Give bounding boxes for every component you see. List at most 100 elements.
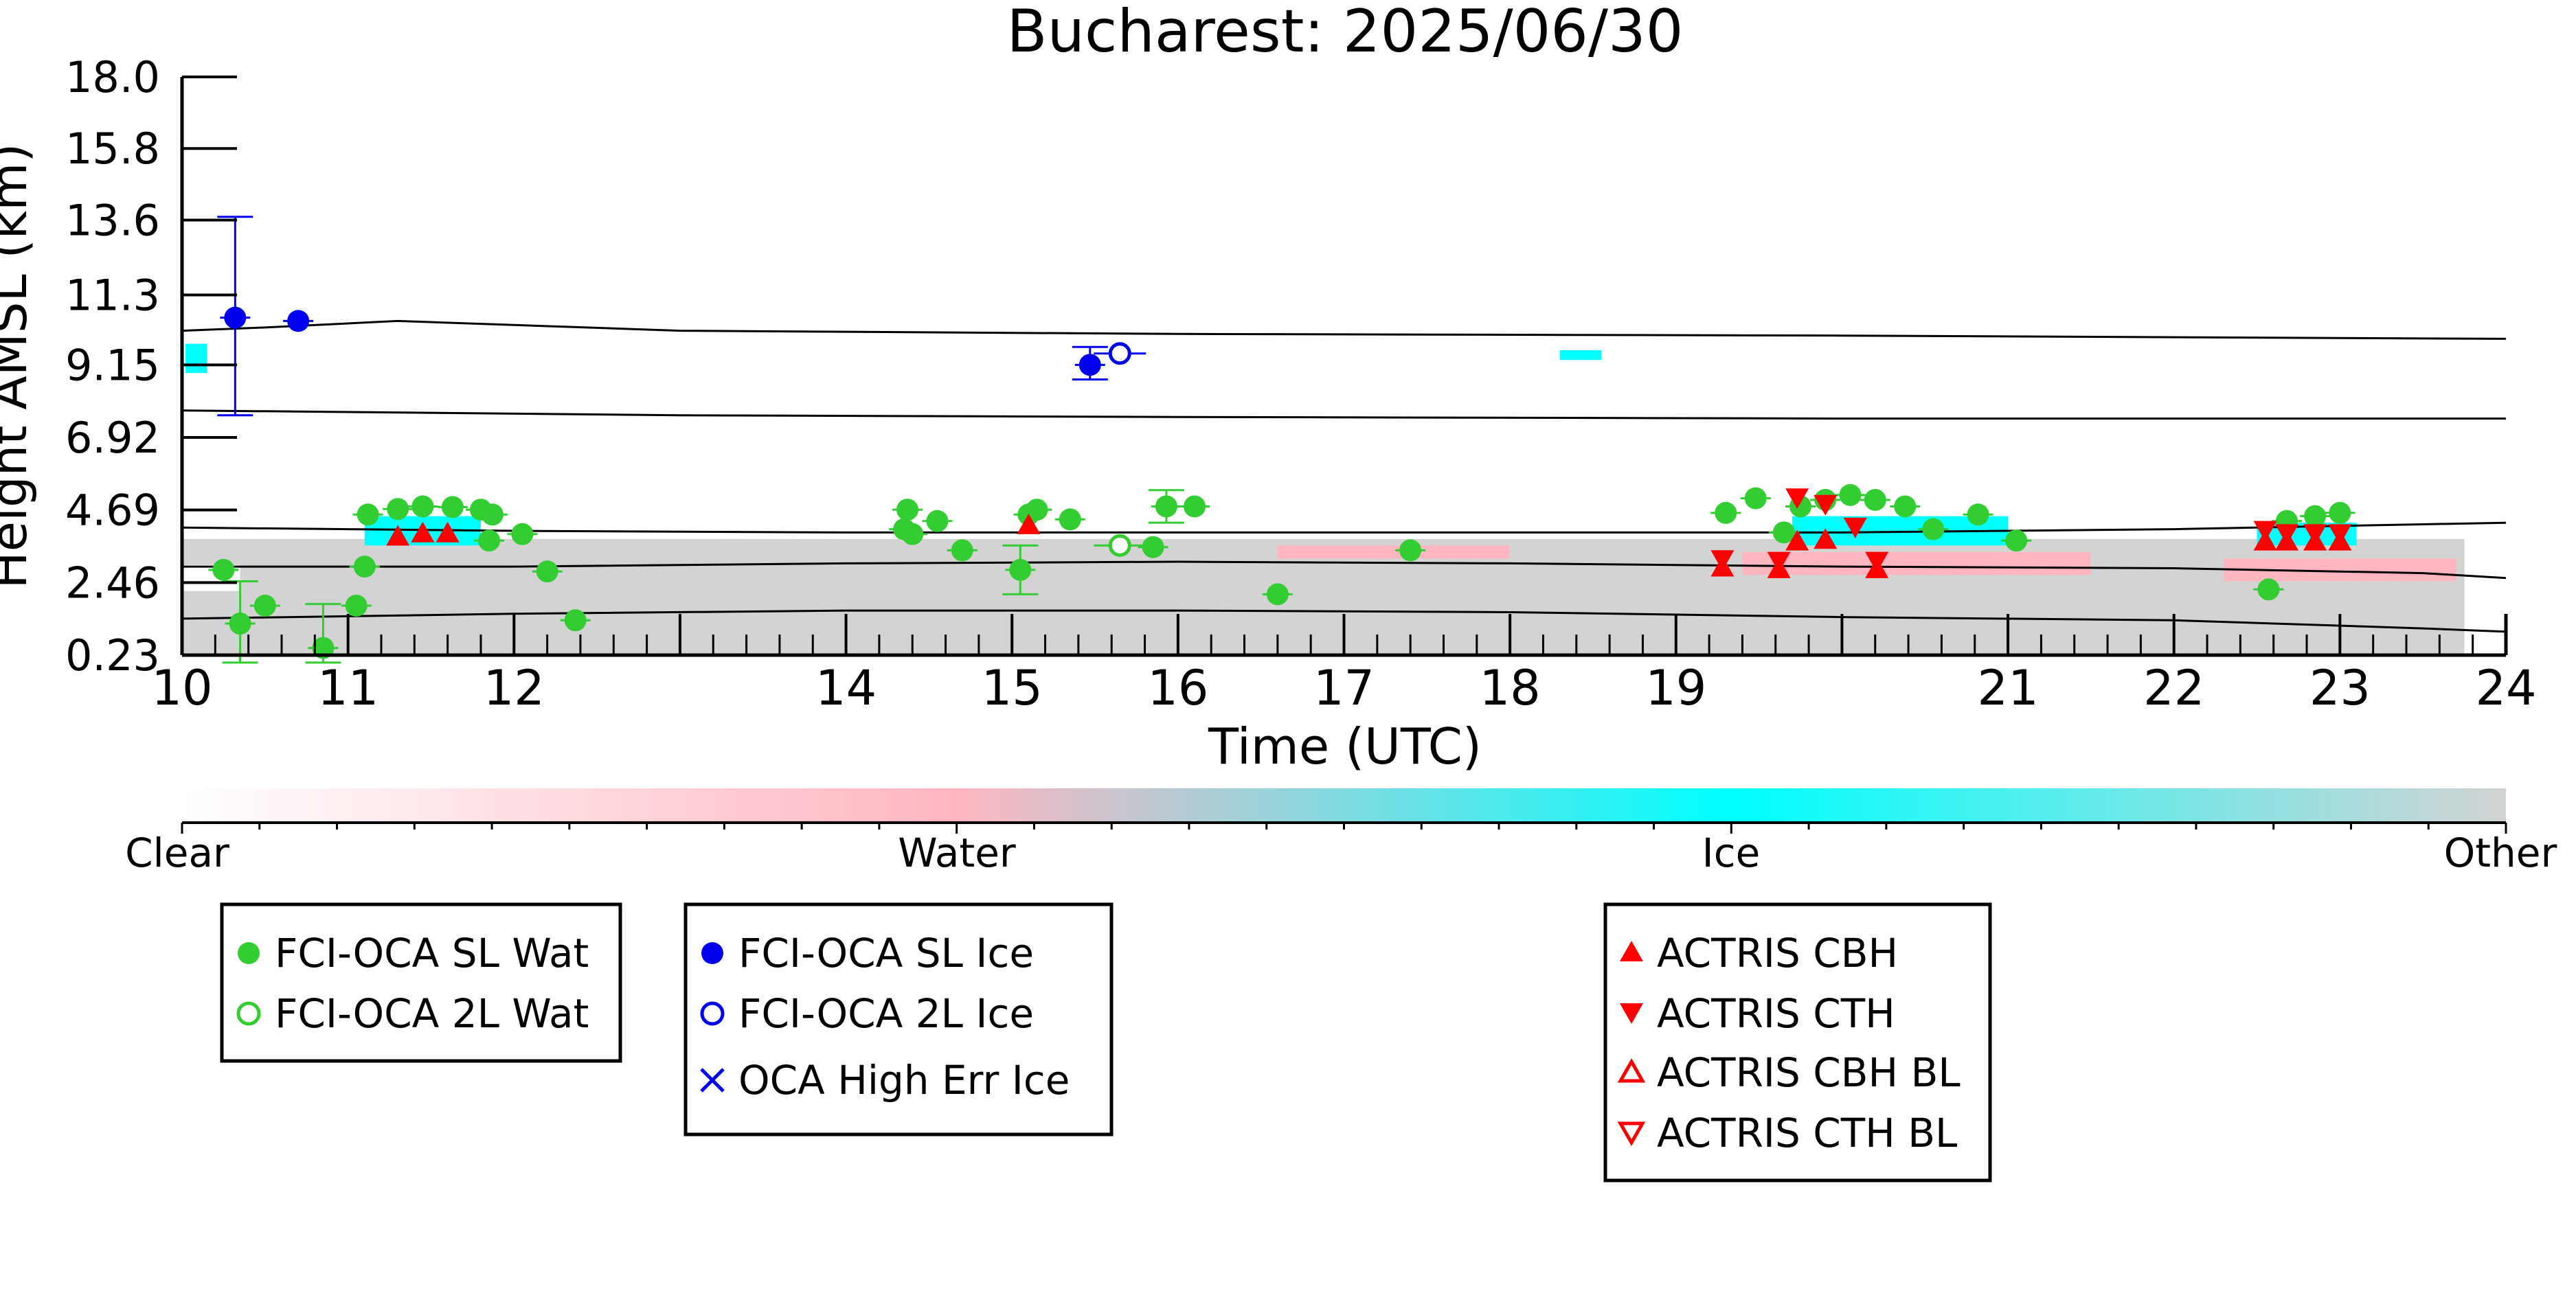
x-tick-label: 23 (2309, 660, 2371, 716)
legend-label-high-err-ice: OCA High Err Ice (738, 1057, 1070, 1104)
x-tick-label: 11 (317, 660, 379, 716)
y-tick-label: 6.92 (65, 413, 160, 463)
point-actris-cth (2275, 524, 2299, 545)
point-fci-oca-sl-wat (212, 558, 235, 581)
point-actris-cbh (1814, 528, 1838, 549)
bg-water-patch (1277, 545, 1511, 559)
x-tick-label: 12 (484, 660, 545, 716)
point-fci-oca-sl-wat (2304, 505, 2327, 527)
point-fci-oca-sl-wat (896, 499, 918, 521)
legend-label-sl-wat: FCI-OCA SL Wat (275, 930, 589, 976)
point-actris-cbh (386, 525, 410, 546)
colorbar: Clear Water Ice Other (125, 788, 2557, 876)
point-fci-oca-sl-wat (345, 594, 368, 617)
legend-actris-box (1603, 902, 1992, 1183)
point-fci-oca-sl-wat (1026, 499, 1048, 521)
colorbar-gradient (182, 788, 2506, 823)
classification-background (182, 343, 2465, 655)
data-marks (208, 216, 2355, 664)
legend-label-cbh-bl: ACTRIS CBH BL (1657, 1049, 1961, 1096)
chart-title: Bucharest: 2025/06/30 (1007, 0, 1684, 66)
point-fci-oca-sl-wat (481, 503, 504, 526)
legend-marker-cth (1620, 1003, 1643, 1024)
point-fci-oca-sl-wat (926, 510, 949, 532)
x-tick-label: 18 (1480, 660, 1541, 716)
legend-label-cth-bl: ACTRIS CTH BL (1657, 1110, 1957, 1156)
legend-label-sl-ice: FCI-OCA SL Ice (738, 930, 1034, 976)
point-fci-oca-sl-wat (536, 560, 558, 583)
point-fci-oca-sl-wat (1059, 508, 1081, 531)
point-actris-cth (1785, 488, 1809, 510)
legend-marker-cbh-bl (1617, 1058, 1646, 1083)
x-tick-label: 17 (1313, 660, 1375, 716)
layer-line-2 (182, 409, 2506, 420)
legend-marker-sl-wat (238, 942, 260, 964)
legend-ice: FCI-OCA SL Ice FCI-OCA 2L Ice OCA High E… (683, 902, 1114, 1136)
point-fci-oca-sl-wat (511, 523, 534, 545)
point-fci-oca-sl-wat (1744, 487, 1767, 510)
point-fci-oca-sl-wat (2005, 529, 2028, 552)
y-ticks: 18.0 15.8 13.6 11.3 9.15 6.92 4.69 2.46 0.23 (65, 52, 237, 681)
legend-marker-2l-ice (700, 1001, 725, 1026)
colorbar-label-ice: Ice (1702, 830, 1761, 876)
point-fci-oca-sl-wat (2257, 578, 2280, 601)
point-actris-cth (1865, 551, 1889, 573)
y-tick-label: 9.15 (65, 340, 160, 390)
layer-line-4 (182, 560, 2506, 580)
y-tick-label: 2.46 (65, 558, 160, 608)
point-fci-oca-sl-wat (1715, 501, 1737, 524)
y-tick-label: 4.69 (65, 485, 160, 536)
x-tick-label: 24 (2475, 660, 2536, 716)
point-actris-cth (2303, 524, 2327, 545)
point-fci-oca-sl-wat (478, 529, 501, 552)
x-tick-label: 14 (815, 660, 877, 716)
x-tick-label: 15 (982, 660, 1043, 716)
legend-label-cth: ACTRIS CTH (1657, 990, 1895, 1037)
legend-marker-2l-wat (236, 1001, 261, 1026)
point-fci-oca-sl-wat (1967, 503, 1989, 526)
point-fci-oca-sl-wat (1142, 536, 1164, 558)
point-fci-oca-sl-wat (1839, 483, 1862, 506)
point-actris-cth (2253, 521, 2277, 542)
point-actris-cbh (411, 521, 435, 542)
point-actris-cth (2328, 524, 2352, 545)
point-fci-oca-2l-wat (1108, 534, 1131, 557)
point-fci-oca-sl-wat (353, 556, 376, 578)
x-tick-label: 19 (1645, 660, 1706, 716)
point-actris-cth (1843, 517, 1867, 538)
x-axis-label: Time (UTC) (1208, 718, 1482, 775)
y-tick-label: 15.8 (65, 124, 160, 174)
point-fci-oca-sl-wat (441, 496, 464, 518)
point-fci-oca-sl-wat (1399, 539, 1422, 562)
point-fci-oca-sl-wat (387, 498, 409, 521)
point-fci-oca-sl-wat (1155, 495, 1177, 518)
y-tick-label: 11.3 (65, 270, 160, 320)
legend-label-cbh: ACTRIS CBH (1657, 930, 1898, 976)
layer-line-1 (182, 319, 2506, 340)
point-fci-oca-sl-ice (224, 306, 247, 329)
legend-marker-cbh (1620, 941, 1643, 961)
point-fci-oca-sl-wat (1894, 495, 1917, 518)
legend-actris: ACTRIS CBH ACTRIS CTH ACTRIS CBH BL ACTR… (1603, 902, 1992, 1183)
point-fci-oca-sl-wat (2329, 501, 2351, 524)
point-fci-oca-sl-wat (564, 609, 587, 632)
colorbar-ticks (181, 823, 2507, 834)
legend-marker-sl-ice (701, 942, 723, 964)
bg-ice-patch (185, 343, 207, 374)
y-tick-label: 13.6 (65, 195, 160, 245)
bg-water-patch (1742, 551, 2091, 575)
point-fci-oca-sl-ice (287, 310, 310, 332)
y-tick-label: 18.0 (65, 52, 160, 102)
point-fci-oca-sl-wat (253, 594, 276, 617)
colorbar-label-other: Other (2444, 830, 2557, 876)
point-fci-oca-sl-wat (901, 523, 924, 545)
point-actris-cth (1767, 551, 1791, 573)
x-tick-label: 10 (151, 660, 212, 716)
x-tick-label: 22 (2143, 660, 2204, 716)
point-fci-oca-sl-wat (411, 495, 434, 518)
point-fci-oca-sl-wat (951, 539, 973, 562)
legend-marker-high-err-ice (700, 1068, 725, 1093)
y-tick-label: 0.23 (65, 630, 160, 681)
